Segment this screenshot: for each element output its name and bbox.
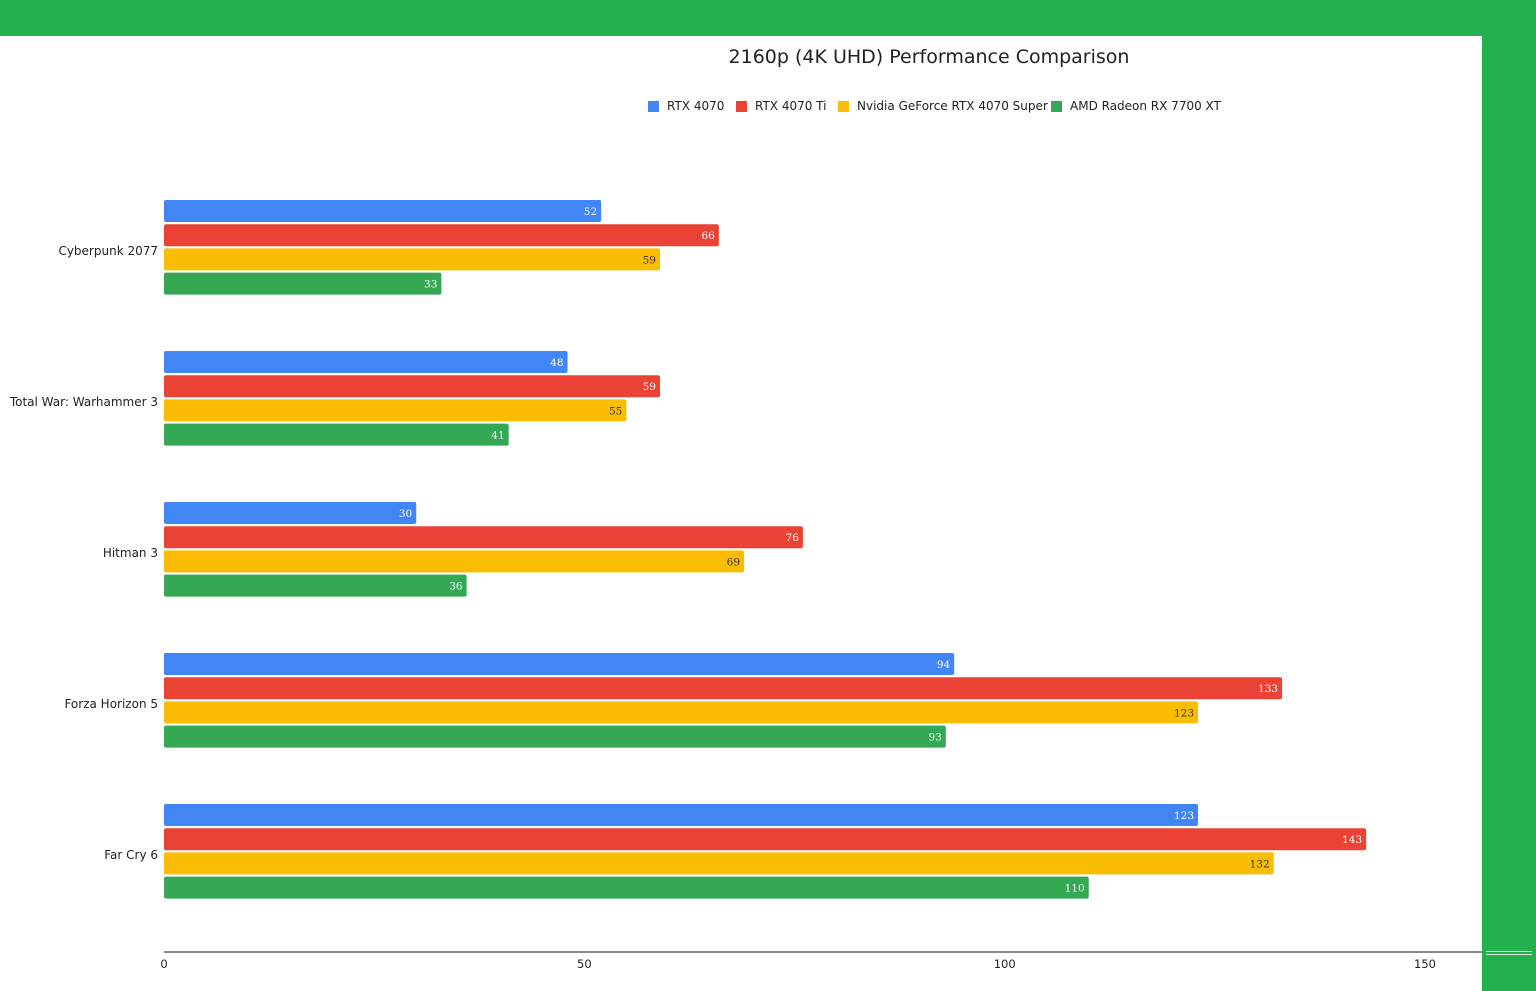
data-label-rtx-4070-hitman-3: 30 <box>399 508 412 520</box>
bar-rtx-4070-ti-cyberpunk-2077 <box>164 224 719 247</box>
data-label-rtx-4070-ti-total-war-warhammer-3: 59 <box>643 381 656 393</box>
bar-nvidia-geforce-rtx-4070-super-hitman-3 <box>164 550 745 573</box>
chart-panel: 2160p (4K UHD) Performance Comparison RT… <box>0 36 1482 991</box>
data-label-rtx-4070-ti-hitman-3: 76 <box>786 532 800 544</box>
category-label-far-cry-6: Far Cry 6 <box>104 848 158 862</box>
legend-label-rtx-4070: RTX 4070 <box>667 99 724 113</box>
category-label-total-war-warhammer-3: Total War: Warhammer 3 <box>9 395 158 409</box>
data-label-amd-radeon-rx-7700-xt-total-war-warhammer-3: 41 <box>491 430 504 442</box>
data-label-rtx-4070-total-war-warhammer-3: 48 <box>550 357 563 369</box>
frame-divider-line <box>1486 951 1532 952</box>
data-label-rtx-4070-far-cry-6: 123 <box>1174 810 1194 822</box>
legend-label-rtx-4070-ti: RTX 4070 Ti <box>755 99 826 113</box>
x-tick-label-100: 100 <box>994 957 1016 971</box>
data-label-nvidia-geforce-rtx-4070-super-cyberpunk-2077: 59 <box>643 254 656 266</box>
frame-divider-line <box>1486 954 1532 955</box>
bar-amd-radeon-rx-7700-xt-far-cry-6 <box>164 876 1089 899</box>
data-label-rtx-4070-ti-cyberpunk-2077: 66 <box>701 230 715 242</box>
data-label-amd-radeon-rx-7700-xt-far-cry-6: 110 <box>1065 883 1085 895</box>
data-label-nvidia-geforce-rtx-4070-super-hitman-3: 69 <box>727 556 740 568</box>
bar-nvidia-geforce-rtx-4070-super-far-cry-6 <box>164 852 1274 875</box>
bar-amd-radeon-rx-7700-xt-cyberpunk-2077 <box>164 272 442 295</box>
data-label-amd-radeon-rx-7700-xt-hitman-3: 36 <box>449 581 463 593</box>
data-label-nvidia-geforce-rtx-4070-super-total-war-warhammer-3: 55 <box>609 405 622 417</box>
top-frame-band <box>0 0 1536 36</box>
x-axis: 0 50 100 150 <box>160 951 1482 971</box>
bar-rtx-4070-hitman-3 <box>164 502 417 524</box>
bar-nvidia-geforce-rtx-4070-super-total-war-warhammer-3 <box>164 399 627 422</box>
x-tick-label-0: 0 <box>160 957 167 971</box>
bar-amd-radeon-rx-7700-xt-hitman-3 <box>164 574 467 597</box>
category-labels: Cyberpunk 2077 Total War: Warhammer 3 Hitm… <box>9 244 158 862</box>
legend-swatch-rtx-4070 <box>648 101 659 112</box>
bar-nvidia-geforce-rtx-4070-super-forza-horizon-5 <box>164 701 1199 724</box>
bar-nvidia-geforce-rtx-4070-super-cyberpunk-2077 <box>164 248 660 271</box>
data-label-nvidia-geforce-rtx-4070-super-forza-horizon-5: 123 <box>1174 707 1194 719</box>
data-label-rtx-4070-ti-far-cry-6: 143 <box>1342 834 1362 846</box>
category-label-hitman-3: Hitman 3 <box>103 546 158 560</box>
bar-amd-radeon-rx-7700-xt-total-war-warhammer-3 <box>164 423 509 446</box>
x-tick-label-50: 50 <box>577 957 592 971</box>
chart-legend: RTX 4070 RTX 4070 Ti Nvidia GeForce RTX 40… <box>648 99 1222 113</box>
x-tick-label-150: 150 <box>1414 957 1436 971</box>
chart-title: 2160p (4K UHD) Performance Comparison <box>729 46 1130 68</box>
bar-rtx-4070-ti-far-cry-6 <box>164 828 1367 851</box>
legend-label-nvidia-geforce-rtx-4070-super: Nvidia GeForce RTX 4070 Super <box>857 99 1048 113</box>
legend-label-amd-radeon-rx-7700-xt: AMD Radeon RX 7700 XT <box>1070 99 1222 113</box>
bar-amd-radeon-rx-7700-xt-forza-horizon-5 <box>164 725 946 748</box>
right-frame-band <box>1482 36 1536 991</box>
data-label-amd-radeon-rx-7700-xt-forza-horizon-5: 93 <box>928 732 941 744</box>
data-label-rtx-4070-ti-forza-horizon-5: 133 <box>1258 683 1278 695</box>
data-label-rtx-4070-forza-horizon-5: 94 <box>937 659 951 671</box>
legend-swatch-rtx-4070-ti <box>736 101 747 112</box>
data-label-amd-radeon-rx-7700-xt-cyberpunk-2077: 33 <box>424 279 437 291</box>
bar-chart: 2160p (4K UHD) Performance Comparison RT… <box>9 46 1482 971</box>
category-label-cyberpunk-2077: Cyberpunk 2077 <box>58 244 158 258</box>
bar-rtx-4070-forza-horizon-5 <box>164 653 955 675</box>
bar-rtx-4070-ti-hitman-3 <box>164 526 803 549</box>
bar-rtx-4070-total-war-warhammer-3 <box>164 351 568 373</box>
legend-swatch-nvidia-geforce-rtx-4070-super <box>838 101 849 112</box>
bar-rtx-4070-cyberpunk-2077 <box>164 200 602 222</box>
category-label-forza-horizon-5: Forza Horizon 5 <box>64 697 158 711</box>
data-label-nvidia-geforce-rtx-4070-super-far-cry-6: 132 <box>1250 858 1270 870</box>
data-label-rtx-4070-cyberpunk-2077: 52 <box>584 206 597 218</box>
bar-series-group: 52 66 59 33 48 59 55 41 30 76 69 36 94 133 123 93 123 143… <box>164 200 1367 899</box>
legend-swatch-amd-radeon-rx-7700-xt <box>1051 101 1062 112</box>
bar-rtx-4070-ti-forza-horizon-5 <box>164 677 1283 700</box>
bar-rtx-4070-ti-total-war-warhammer-3 <box>164 375 660 398</box>
bar-rtx-4070-far-cry-6 <box>164 804 1199 826</box>
